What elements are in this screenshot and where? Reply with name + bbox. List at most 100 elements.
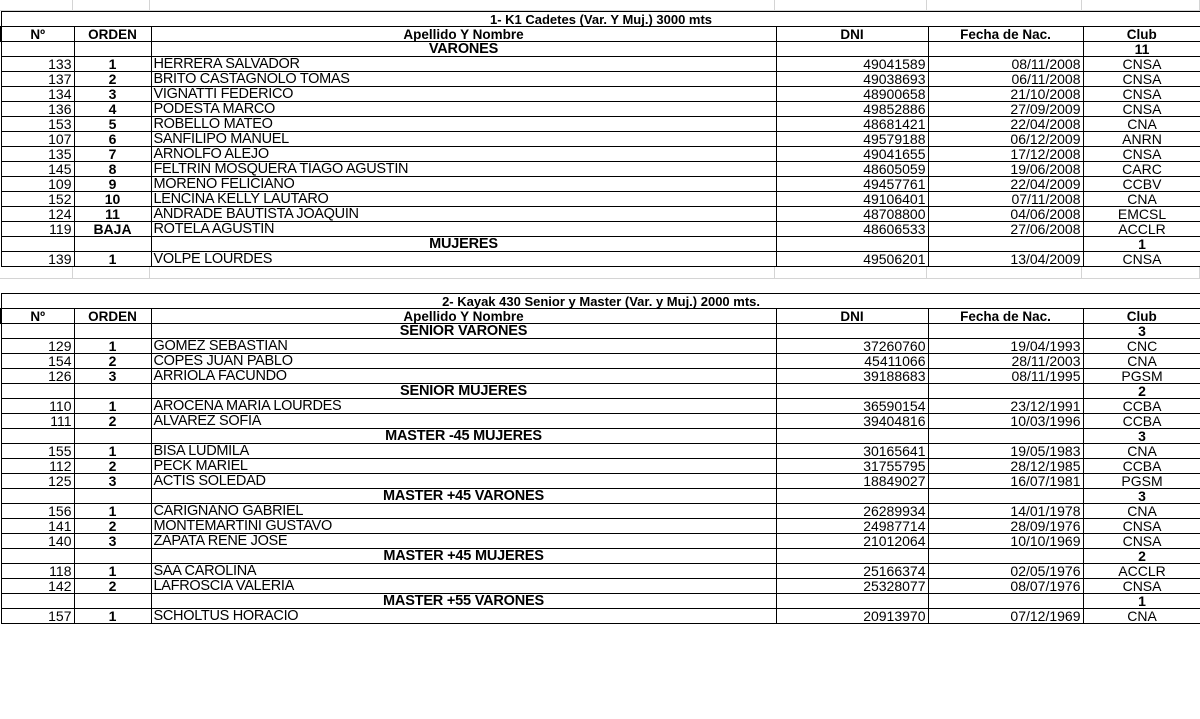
empty-cell xyxy=(150,267,775,279)
cell-club: CCBA xyxy=(1082,398,1200,414)
column-header-dni: DNI xyxy=(775,26,929,42)
table-row: 157 1 SCHOLTUS HORACIO 20913970 07/12/1969 CN… xyxy=(0,608,1200,624)
cell-nombre: HERRERA SALVADOR xyxy=(150,56,777,72)
cell-dni: 31755795 xyxy=(775,458,929,474)
tables-host: 1- K1 Cadetes (Var. Y Muj.) 3000 mts Nº OR… xyxy=(0,11,1200,624)
table-title-row: 1- K1 Cadetes (Var. Y Muj.) 3000 mts xyxy=(0,11,1200,27)
table-row: 107 6 SANFILIPO MANUEL 49579188 06/12/2009 AN… xyxy=(0,131,1200,147)
category-numero-blank xyxy=(0,236,75,252)
category-orden-blank xyxy=(73,236,152,252)
category-label: VARONES xyxy=(150,41,777,57)
cell-numero: 110 xyxy=(0,398,75,414)
cell-club: CNSA xyxy=(1082,146,1200,162)
category-count: 1 xyxy=(1082,236,1200,252)
category-label: MASTER +55 VARONES xyxy=(150,593,777,609)
cell-orden: 8 xyxy=(73,161,152,177)
cell-nombre: MONTEMARTINI GUSTAVO xyxy=(150,518,777,534)
category-label: MUJERES xyxy=(150,236,777,252)
category-orden-blank xyxy=(73,323,152,339)
cell-nombre: FELTRIN MOSQUERA TIAGO AGUSTIN xyxy=(150,161,777,177)
empty-cell xyxy=(73,267,150,279)
cell-fecha: 17/12/2008 xyxy=(927,146,1084,162)
empty-cell xyxy=(927,0,1082,11)
category-fecha-blank xyxy=(927,236,1084,252)
cell-club: CCBV xyxy=(1082,176,1200,192)
cell-numero: 109 xyxy=(0,176,75,192)
cell-dni: 21012064 xyxy=(775,533,929,549)
cell-nombre: PODESTA MARCO xyxy=(150,101,777,117)
cell-nombre: SAA CAROLINA xyxy=(150,563,777,579)
cell-numero: 140 xyxy=(0,533,75,549)
table-header-row: Nº ORDEN Apellido Y Nombre DNI Fecha de Nac.… xyxy=(0,308,1200,324)
cell-numero: 157 xyxy=(0,608,75,624)
category-count: 1 xyxy=(1082,593,1200,609)
cell-fecha: 06/11/2008 xyxy=(927,71,1084,87)
cell-orden: 9 xyxy=(73,176,152,192)
cell-fecha: 02/05/1976 xyxy=(927,563,1084,579)
cell-fecha: 22/04/2009 xyxy=(927,176,1084,192)
cell-fecha: 16/07/1981 xyxy=(927,473,1084,489)
cell-fecha: 27/06/2008 xyxy=(927,221,1084,237)
table-row: 156 1 CARIGNANO GABRIEL 26289934 14/01/1978 C… xyxy=(0,503,1200,519)
cell-dni: 37260760 xyxy=(775,338,929,354)
cell-orden: 1 xyxy=(73,251,152,267)
empty-cell xyxy=(775,0,927,11)
cell-nombre: VIGNATTI FEDERICO xyxy=(150,86,777,102)
cell-numero: 133 xyxy=(0,56,75,72)
cell-numero: 152 xyxy=(0,191,75,207)
table-row: 129 1 GOMEZ SEBASTIAN 37260760 19/04/1993 CNC xyxy=(0,338,1200,354)
cell-orden: BAJA xyxy=(73,221,152,237)
cell-orden: 6 xyxy=(73,131,152,147)
column-header-club: Club xyxy=(1082,26,1200,42)
cell-nombre: ARNOLFO ALEJO xyxy=(150,146,777,162)
column-header-numero: Nº xyxy=(0,26,75,42)
cell-dni: 48606533 xyxy=(775,221,929,237)
cell-nombre: BRITO CASTAGNOLO TOMAS xyxy=(150,71,777,87)
cell-club: CNSA xyxy=(1082,533,1200,549)
cell-club: CCBA xyxy=(1082,413,1200,429)
cell-orden: 5 xyxy=(73,116,152,132)
cell-dni: 24987714 xyxy=(775,518,929,534)
cell-numero: 136 xyxy=(0,101,75,117)
table-row: 125 3 ACTIS SOLEDAD 18849027 16/07/1981 PGSM xyxy=(0,473,1200,489)
empty-cell xyxy=(927,267,1082,279)
cell-numero: 137 xyxy=(0,71,75,87)
registration-table: 1- K1 Cadetes (Var. Y Muj.) 3000 mts Nº OR… xyxy=(0,11,1200,267)
cell-fecha: 23/12/1991 xyxy=(927,398,1084,414)
cell-nombre: ARRIOLA FACUNDO xyxy=(150,368,777,384)
cell-club: CNA xyxy=(1082,191,1200,207)
cell-numero: 134 xyxy=(0,86,75,102)
cell-fecha: 28/12/1985 xyxy=(927,458,1084,474)
cell-nombre: LAFROSCIA VALERIA xyxy=(150,578,777,594)
table-title: 2- Kayak 430 Senior y Master (Var. y Muj… xyxy=(0,293,1200,309)
cell-numero: 118 xyxy=(0,563,75,579)
cell-dni: 49579188 xyxy=(775,131,929,147)
cell-dni: 18849027 xyxy=(775,473,929,489)
cell-dni: 49041589 xyxy=(775,56,929,72)
cell-fecha: 28/09/1976 xyxy=(927,518,1084,534)
cell-nombre: SANFILIPO MANUEL xyxy=(150,131,777,147)
category-fecha-blank xyxy=(927,428,1084,444)
category-dni-blank xyxy=(775,548,929,564)
table-row: 140 3 ZAPATA RENE JOSE 21012064 10/10/1969 CN… xyxy=(0,533,1200,549)
category-dni-blank xyxy=(775,41,929,57)
cell-fecha: 19/06/2008 xyxy=(927,161,1084,177)
cell-fecha: 04/06/2008 xyxy=(927,206,1084,222)
column-header-nombre: Apellido Y Nombre xyxy=(150,308,777,324)
cell-club: CNC xyxy=(1082,338,1200,354)
cell-numero: 153 xyxy=(0,116,75,132)
cell-club: PGSM xyxy=(1082,473,1200,489)
registration-table: 2- Kayak 430 Senior y Master (Var. y Muj… xyxy=(0,293,1200,624)
cell-nombre: CARIGNANO GABRIEL xyxy=(150,503,777,519)
table-row: 112 2 PECK MARIEL 31755795 28/12/1985 CCBA xyxy=(0,458,1200,474)
cell-orden: 4 xyxy=(73,101,152,117)
empty-cell xyxy=(150,0,775,11)
category-label: MASTER +45 VARONES xyxy=(150,488,777,504)
table-row: 134 3 VIGNATTI FEDERICO 48900658 21/10/2008 C… xyxy=(0,86,1200,102)
empty-grid-strip-top xyxy=(0,0,1200,11)
cell-numero: 126 xyxy=(0,368,75,384)
cell-dni: 49457761 xyxy=(775,176,929,192)
cell-dni: 30165641 xyxy=(775,443,929,459)
table-row: 137 2 BRITO CASTAGNOLO TOMAS 49038693 06/11/… xyxy=(0,71,1200,87)
category-row: MASTER +45 VARONES 3 xyxy=(0,488,1200,504)
